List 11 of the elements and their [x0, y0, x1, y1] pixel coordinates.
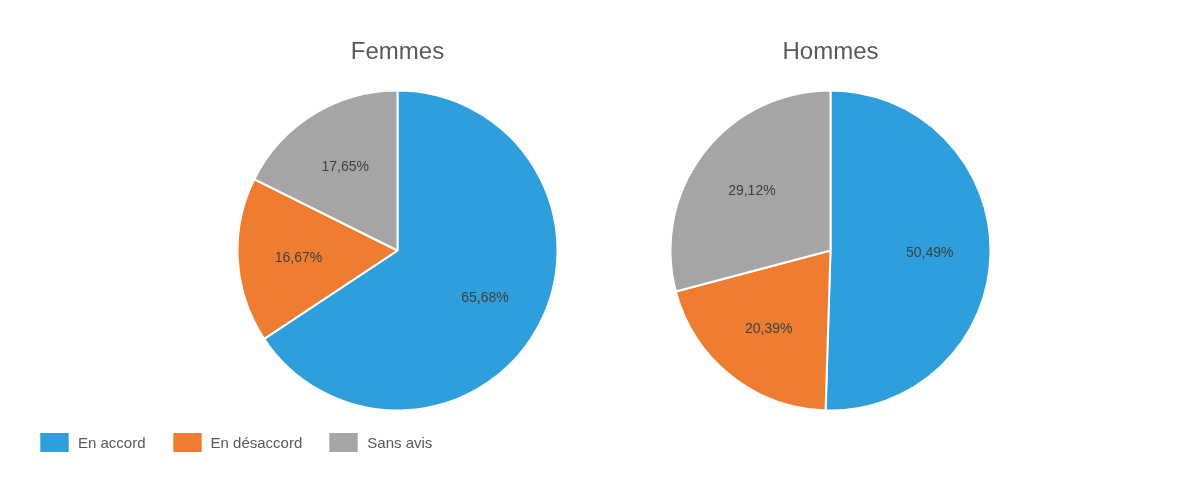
- data-label: 50,49%: [905, 244, 954, 261]
- chart-title: Hommes: [782, 37, 879, 64]
- data-label: 20,39%: [745, 320, 793, 337]
- data-label: 16,67%: [274, 248, 323, 265]
- legend-label: Sans avis: [367, 433, 433, 451]
- data-label: 29,12%: [728, 182, 776, 198]
- legend-label: En désaccord: [210, 433, 303, 451]
- data-label: 17,65%: [321, 158, 370, 175]
- legend-label: En accord: [78, 433, 146, 451]
- data-label: 65,68%: [461, 289, 509, 306]
- chart-title: Femmes: [350, 37, 445, 64]
